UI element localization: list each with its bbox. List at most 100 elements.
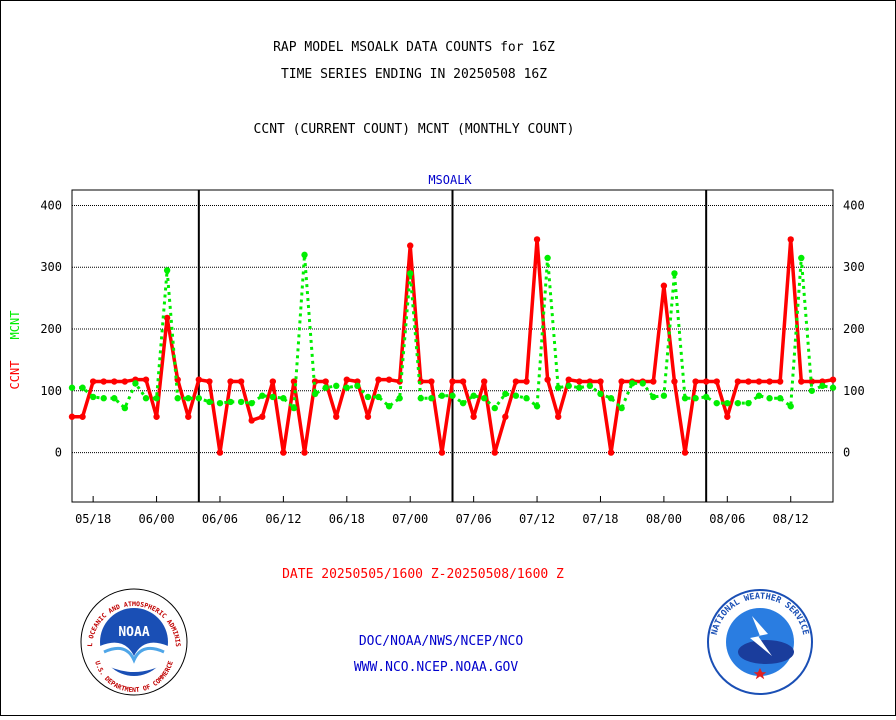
data-point-mcnt	[280, 395, 287, 402]
data-point-ccnt	[121, 378, 129, 385]
data-point-ccnt	[142, 376, 150, 383]
y-tick-label-left: 400	[40, 198, 62, 212]
data-point-mcnt	[512, 392, 520, 399]
data-point-mcnt	[163, 267, 171, 274]
data-point-mcnt	[438, 392, 446, 399]
data-point-mcnt	[364, 393, 372, 401]
data-point-mcnt	[787, 403, 794, 410]
data-point-mcnt	[745, 399, 752, 407]
y-tick-label-right: 400	[843, 198, 865, 212]
plot-area: 0 0 100 100 200 200 300 300 400 400 05/18 06/00 06/0…	[40, 189, 865, 526]
data-point-mcnt	[216, 399, 224, 407]
data-point-ccnt	[438, 449, 446, 456]
data-point-mcnt	[121, 404, 129, 412]
data-point-mcnt	[407, 270, 414, 277]
data-point-ccnt	[449, 378, 456, 385]
data-point-mcnt	[290, 404, 298, 412]
data-point-mcnt	[142, 395, 150, 402]
y-label-mcnt: MCNT	[8, 311, 22, 340]
y-tick-label-right: 300	[843, 260, 865, 274]
data-point-mcnt	[586, 382, 594, 390]
chart-subtitle: CCNT (CURRENT COUNT) MCNT (MONTHLY COUNT…	[254, 122, 575, 137]
data-point-ccnt	[787, 236, 794, 243]
data-point-mcnt	[724, 399, 731, 407]
data-point-ccnt	[597, 378, 604, 385]
data-point-mcnt	[533, 403, 541, 410]
data-point-mcnt	[385, 403, 393, 410]
data-point-ccnt	[576, 378, 583, 385]
data-point-mcnt	[111, 395, 118, 402]
data-point-mcnt	[206, 398, 213, 406]
data-point-mcnt	[343, 384, 351, 391]
data-point-ccnt	[533, 236, 541, 243]
data-point-ccnt	[290, 378, 298, 385]
data-point-ccnt	[671, 378, 678, 385]
data-point-ccnt	[301, 449, 308, 456]
data-point-ccnt	[459, 378, 467, 385]
data-point-mcnt	[259, 392, 266, 399]
data-point-ccnt	[745, 378, 752, 385]
data-point-mcnt	[819, 382, 826, 390]
data-point-ccnt	[470, 413, 477, 420]
data-point-mcnt	[808, 387, 816, 394]
noaa-logo: NATIONAL OCEANIC AND ATMOSPHERIC ADMINIS…	[80, 588, 188, 696]
data-point-mcnt	[702, 393, 710, 401]
data-point-ccnt	[343, 376, 351, 383]
x-tick-label: 07/06	[456, 512, 492, 526]
footer-link-doc[interactable]: DOC/NOAA/NWS/NCEP/NCO	[359, 634, 524, 649]
data-point-ccnt	[185, 413, 192, 420]
data-point-ccnt	[502, 413, 509, 420]
plot-station-label: MSOALK	[428, 173, 472, 187]
data-point-mcnt	[301, 251, 308, 259]
data-point-mcnt	[628, 380, 636, 387]
data-point-ccnt	[227, 378, 234, 385]
data-point-ccnt	[280, 449, 287, 456]
data-point-mcnt	[798, 254, 805, 262]
data-point-mcnt	[195, 395, 203, 402]
y-tick-label-right: 0	[843, 446, 850, 460]
x-tick-label: 08/12	[773, 512, 809, 526]
data-point-mcnt	[554, 384, 562, 391]
data-point-ccnt	[206, 378, 213, 385]
y-tick-label-left: 100	[40, 384, 62, 398]
noaa-logo-text: NOAA	[118, 625, 149, 640]
data-point-ccnt	[100, 378, 107, 385]
x-tick-label: 08/06	[709, 512, 745, 526]
data-point-mcnt	[322, 384, 329, 391]
data-point-ccnt	[68, 413, 76, 420]
data-point-ccnt	[618, 378, 625, 385]
data-point-mcnt	[68, 384, 76, 391]
data-point-mcnt	[829, 384, 837, 391]
y-tick-label-right: 200	[843, 322, 865, 336]
data-point-mcnt	[237, 398, 245, 406]
data-point-mcnt	[459, 399, 467, 407]
data-point-ccnt	[808, 378, 816, 385]
data-point-mcnt	[153, 395, 160, 402]
data-point-ccnt	[829, 376, 837, 383]
data-point-mcnt	[449, 392, 456, 399]
data-point-mcnt	[692, 395, 699, 402]
data-point-ccnt	[734, 378, 742, 385]
x-tick-label: 06/00	[138, 512, 174, 526]
data-point-ccnt	[544, 376, 551, 383]
data-point-mcnt	[544, 254, 551, 262]
data-point-ccnt	[259, 413, 266, 420]
data-point-ccnt	[607, 449, 615, 456]
data-point-ccnt	[216, 449, 224, 456]
data-point-ccnt	[269, 378, 277, 385]
data-point-ccnt	[195, 376, 203, 383]
data-point-ccnt	[375, 376, 382, 383]
data-point-ccnt	[702, 378, 710, 385]
data-point-mcnt	[396, 395, 403, 402]
data-point-ccnt	[322, 378, 329, 385]
y-label-ccnt: CCNT	[8, 361, 22, 390]
data-point-ccnt	[523, 378, 530, 385]
data-point-mcnt	[650, 393, 657, 401]
data-point-ccnt	[364, 413, 372, 420]
y-tick-label-left: 200	[40, 322, 62, 336]
data-point-mcnt	[417, 395, 424, 402]
data-point-ccnt	[776, 378, 784, 385]
data-point-ccnt	[565, 376, 572, 383]
footer-link-www[interactable]: WWW.NCO.NCEP.NOAA.GOV	[354, 660, 519, 675]
